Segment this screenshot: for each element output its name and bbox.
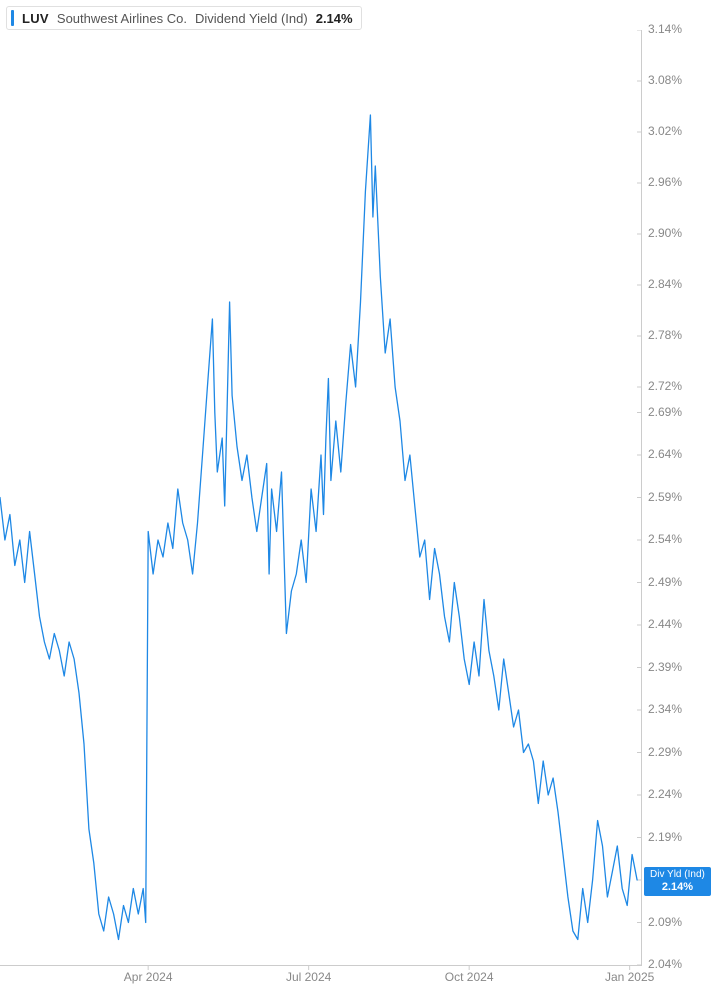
ticker-symbol: LUV (22, 11, 49, 26)
y-tick-label: 2.69% (648, 405, 682, 419)
y-tick-label: 3.14% (648, 22, 682, 36)
y-tick-label: 2.09% (648, 915, 682, 929)
chart-plot-area[interactable] (0, 30, 642, 985)
y-tick-label: 2.19% (648, 830, 682, 844)
company-name: Southwest Airlines Co. (57, 11, 187, 26)
current-badge-value: 2.14% (650, 881, 705, 894)
y-tick-label: 2.04% (648, 957, 682, 971)
x-tick-label: Jan 2025 (605, 970, 654, 984)
header-badge: LUV Southwest Airlines Co. Dividend Yiel… (6, 6, 362, 30)
y-tick-label: 3.08% (648, 73, 682, 87)
y-tick-label: 2.29% (648, 745, 682, 759)
metric-value: 2.14% (316, 11, 353, 26)
x-tick-label: Jul 2024 (286, 970, 331, 984)
y-tick-label: 2.34% (648, 702, 682, 716)
y-tick-label: 2.96% (648, 175, 682, 189)
y-tick-label: 2.90% (648, 226, 682, 240)
y-tick-label: 2.78% (648, 328, 682, 342)
accent-bar (11, 10, 14, 26)
current-value-badge: Div Yld (Ind) 2.14% (644, 867, 711, 896)
y-tick-label: 2.44% (648, 617, 682, 631)
x-tick-label: Apr 2024 (124, 970, 173, 984)
y-tick-label: 3.02% (648, 124, 682, 138)
y-tick-label: 2.39% (648, 660, 682, 674)
chart-container: LUV Southwest Airlines Co. Dividend Yiel… (0, 0, 717, 1005)
y-tick-label: 2.72% (648, 379, 682, 393)
y-tick-label: 2.59% (648, 490, 682, 504)
metric-label: Dividend Yield (Ind) (195, 11, 308, 26)
x-tick-label: Oct 2024 (445, 970, 494, 984)
line-chart-svg (0, 30, 642, 985)
y-tick-label: 2.49% (648, 575, 682, 589)
y-tick-label: 2.24% (648, 787, 682, 801)
current-badge-label: Div Yld (Ind) (650, 869, 705, 881)
y-tick-label: 2.64% (648, 447, 682, 461)
y-tick-label: 2.54% (648, 532, 682, 546)
y-tick-label: 2.84% (648, 277, 682, 291)
